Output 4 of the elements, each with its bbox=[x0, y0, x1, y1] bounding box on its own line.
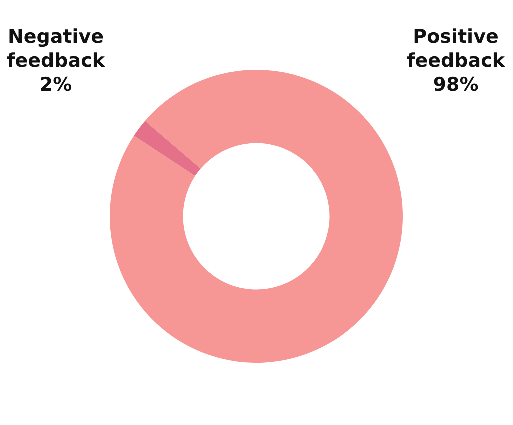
slice-label: Positive feedback bbox=[407, 26, 506, 72]
slice-label: Negative feedback bbox=[7, 26, 106, 72]
data-label: 98% bbox=[433, 74, 479, 96]
data-label: 2% bbox=[40, 74, 72, 96]
